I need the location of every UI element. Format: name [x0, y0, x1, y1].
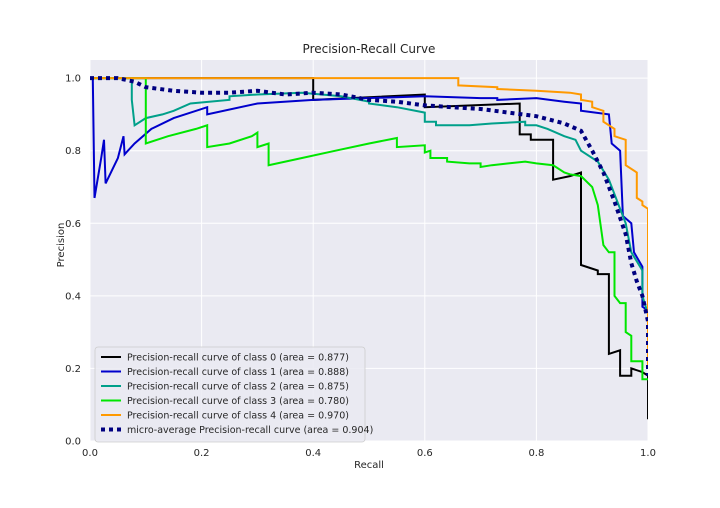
legend-entry-2: Precision-recall curve of class 2 (area … — [127, 382, 349, 393]
y-tick-label: 0.6 — [65, 219, 81, 230]
y-tick-label: 0.8 — [65, 146, 81, 157]
x-tick-label: 0.6 — [417, 448, 433, 459]
legend-entry-1: Precision-recall curve of class 1 (area … — [127, 367, 349, 378]
series-line-1 — [90, 77, 648, 343]
x-tick-label: 0.4 — [305, 448, 321, 459]
legend-entry-5: micro-average Precision-recall curve (ar… — [127, 425, 373, 436]
series-line-2 — [90, 77, 648, 333]
legend-box — [94, 346, 366, 443]
y-tick-label: 0.2 — [65, 364, 81, 375]
series-line-5 — [90, 76, 648, 376]
series-line-3 — [90, 77, 648, 381]
series-line-4 — [90, 77, 648, 369]
x-tick-label: 0.2 — [194, 448, 210, 459]
y-tick-label: 0.4 — [65, 291, 81, 302]
legend-entry-3: Precision-recall curve of class 3 (area … — [127, 396, 349, 407]
y-axis-label: Precision — [56, 223, 67, 268]
x-tick-label: 1.0 — [640, 448, 656, 459]
legend-entry-4: Precision-recall curve of class 4 (area … — [127, 411, 349, 422]
chart-title: Precision-Recall Curve — [303, 42, 436, 56]
x-tick-label: 0.8 — [528, 448, 544, 459]
x-axis-label: Recall — [354, 460, 384, 471]
legend: Precision-recall curve of class 0 (area … — [94, 346, 373, 443]
y-tick-label: 0.0 — [65, 437, 81, 448]
y-tick-label: 1.0 — [65, 74, 81, 85]
x-tick-label: 0.0 — [82, 448, 98, 459]
legend-entry-0: Precision-recall curve of class 0 (area … — [127, 353, 349, 364]
